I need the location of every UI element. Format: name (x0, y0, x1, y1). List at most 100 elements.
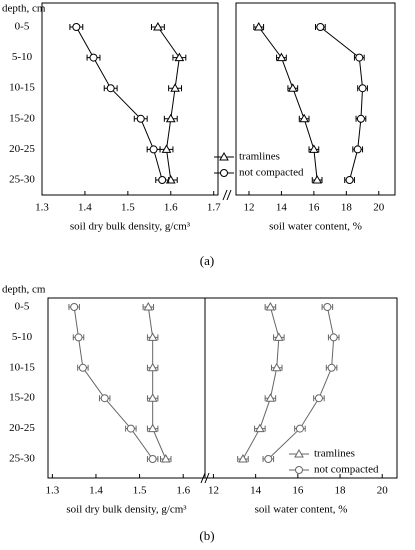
legend-label: tramlines (239, 151, 280, 163)
marker (100, 394, 109, 403)
x-tick-label: 1.4 (89, 485, 103, 497)
x-tick-label: 1.4 (78, 202, 92, 214)
marker (273, 332, 284, 341)
marker (327, 363, 336, 372)
marker (136, 114, 145, 123)
marker (323, 303, 332, 311)
x-tick-label: 18 (341, 202, 353, 214)
marker (78, 363, 87, 372)
series-line (73, 306, 154, 460)
marker (312, 174, 322, 184)
y-tick-label: 20-25 (9, 422, 35, 434)
x-tick-label: 1.3 (45, 485, 59, 497)
marker (174, 52, 185, 62)
marker (271, 362, 282, 372)
marker (309, 144, 319, 153)
x-tick-label: 16 (308, 202, 320, 214)
marker (264, 455, 273, 463)
marker (72, 23, 81, 31)
marker (148, 455, 157, 463)
series-line (157, 26, 180, 181)
marker (355, 53, 364, 62)
marker (106, 84, 115, 93)
x-tick-label: 14 (276, 202, 288, 214)
x-axis-label: soil dry bulk density, g/cm³ (66, 504, 187, 516)
legend-label: not compacted (239, 167, 304, 179)
marker (165, 113, 176, 123)
y-axis-label: depth, cm (2, 284, 46, 296)
y-tick-label: 0-5 (15, 301, 30, 313)
y-tick-label: 25-30 (9, 453, 35, 465)
marker (153, 21, 163, 31)
x-tick-label: 20 (373, 202, 385, 214)
marker (160, 453, 171, 463)
x-tick-label: 1.3 (35, 202, 49, 214)
series-line (320, 26, 364, 181)
marker (147, 362, 158, 372)
x-tick-label: 1.5 (133, 485, 147, 497)
marker (329, 333, 338, 342)
x-axis-label: soil water content, % (269, 221, 362, 233)
legend-label: tramlines (314, 448, 355, 460)
marker (74, 333, 83, 342)
marker (147, 393, 158, 402)
marker (161, 144, 172, 153)
marker (316, 23, 325, 31)
marker (143, 301, 154, 311)
y-tick-label: 10-15 (9, 361, 35, 373)
legend-label: not compacted (314, 464, 379, 476)
series-line (242, 306, 280, 460)
x-tick-label: 16 (292, 485, 304, 497)
y-axis-label: depth, cm (2, 3, 46, 15)
marker (220, 169, 228, 177)
x-tick-label: 12 (208, 485, 219, 497)
x-tick-label: 1.6 (164, 202, 178, 214)
marker (265, 301, 276, 311)
marker (356, 114, 365, 123)
marker (295, 466, 303, 474)
marker (253, 21, 264, 31)
break-mark (226, 189, 232, 201)
caption: (b) (199, 528, 214, 543)
marker (219, 151, 229, 161)
plot-frame (235, 2, 396, 196)
y-tick-label: 10-15 (9, 82, 35, 94)
x-tick-label: 12 (243, 202, 254, 214)
marker (295, 424, 304, 433)
marker (170, 83, 180, 92)
marker (147, 332, 158, 341)
marker (126, 424, 135, 433)
marker (353, 145, 362, 154)
x-tick-label: 1.5 (121, 202, 135, 214)
series-line (147, 306, 167, 460)
marker (299, 113, 310, 123)
y-tick-label: 5-10 (12, 331, 33, 343)
y-tick-label: 15-20 (9, 392, 35, 404)
x-tick-label: 14 (250, 485, 262, 497)
marker (358, 84, 367, 93)
x-axis-label: soil water content, % (255, 504, 348, 516)
x-tick-label: 18 (335, 485, 347, 497)
plot-frame (41, 2, 219, 196)
break-mark (222, 189, 228, 201)
marker (276, 52, 287, 62)
marker (345, 176, 354, 184)
x-tick-label: 1.7 (207, 202, 221, 214)
y-tick-label: 25-30 (9, 174, 35, 186)
marker (254, 423, 265, 433)
caption: (a) (200, 253, 214, 268)
y-tick-label: 15-20 (9, 112, 35, 124)
marker (89, 53, 98, 62)
marker (314, 394, 323, 403)
plot-frame (204, 297, 398, 479)
x-tick-label: 1.6 (176, 485, 190, 497)
plot-frame (47, 297, 206, 479)
marker (294, 448, 304, 458)
y-tick-label: 20-25 (9, 143, 35, 155)
x-tick-label: 20 (377, 485, 389, 497)
marker (70, 303, 79, 311)
marker (265, 393, 276, 402)
marker (147, 423, 158, 433)
marker (158, 176, 167, 184)
